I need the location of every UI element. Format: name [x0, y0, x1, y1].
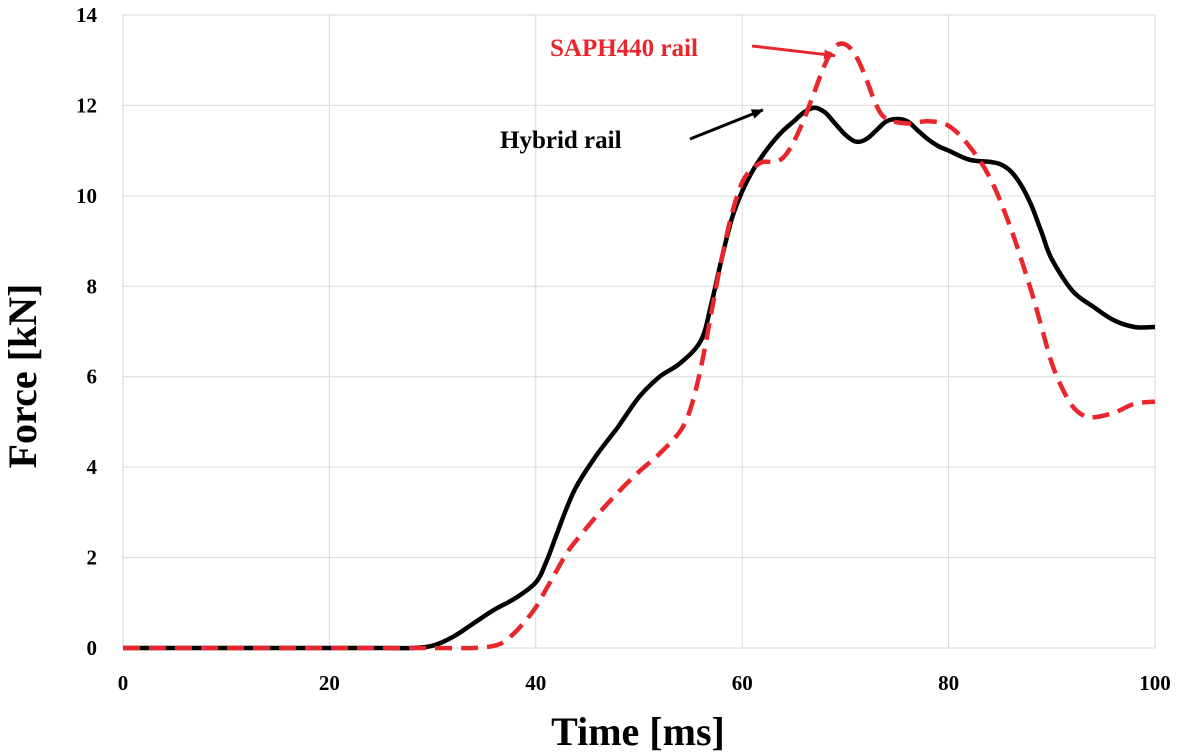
annotations: Hybrid rail SAPH440 rail — [500, 35, 837, 154]
y-tick-label: 0 — [87, 636, 98, 660]
saph440-rail-annotation-label: SAPH440 rail — [550, 35, 698, 62]
saph440-rail-line — [123, 41, 1156, 651]
grid — [123, 14, 1156, 649]
hybrid-rail-annotation-arrow — [689, 108, 764, 141]
plot-frame — [122, 14, 1156, 649]
x-tick-label: 60 — [732, 671, 753, 695]
y-tick-label: 4 — [87, 455, 98, 479]
x-tick-label: 40 — [525, 671, 546, 695]
x-tick-label: 100 — [1139, 671, 1171, 695]
x-axis-title: Time [ms] — [551, 709, 725, 754]
saph440-rail-annotation-arrow — [751, 44, 837, 60]
y-tick-label: 12 — [76, 93, 97, 117]
series-layer — [123, 41, 1156, 651]
y-tick-label: 2 — [87, 546, 98, 570]
hybrid-rail-line — [123, 105, 1156, 651]
x-tick-label: 0 — [118, 671, 129, 695]
y-tick-label: 10 — [76, 184, 97, 208]
x-tick-label: 80 — [938, 671, 959, 695]
hybrid-rail-annotation-label: Hybrid rail — [500, 127, 622, 154]
x-tick-label: 20 — [319, 671, 340, 695]
tick-labels: 0 20 40 60 80 100 0 2 4 6 8 10 12 14 — [76, 3, 1171, 695]
y-tick-label: 6 — [87, 365, 98, 389]
y-axis-title: Force [kN] — [0, 284, 45, 469]
y-tick-label: 14 — [76, 3, 98, 27]
y-tick-label: 8 — [87, 274, 98, 298]
